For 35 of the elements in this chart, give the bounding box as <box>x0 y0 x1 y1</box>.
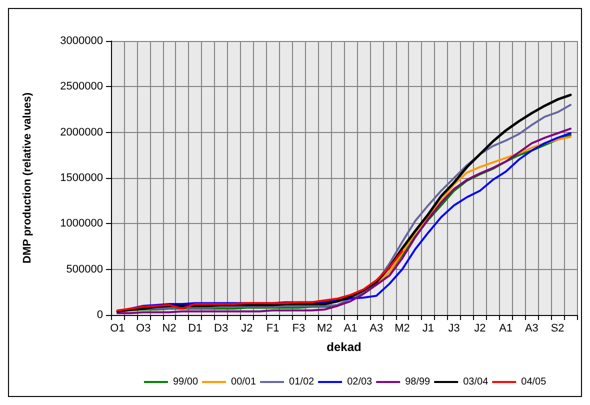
legend-label: 01/02 <box>289 376 315 388</box>
y-tick-label: 2000000 <box>60 126 103 138</box>
x-tick-label: A3 <box>524 322 538 334</box>
x-tick-label: D3 <box>214 322 228 334</box>
y-tick-label: 1000000 <box>60 218 103 230</box>
x-tick-label: J2 <box>474 322 486 334</box>
legend-label: 02/03 <box>347 376 373 388</box>
x-tick-label: M2 <box>394 322 410 334</box>
x-axis-title: dekad <box>326 340 362 354</box>
legend-label: 03/04 <box>463 376 489 388</box>
x-tick-label: A1 <box>499 322 513 334</box>
y-tick-label: 0 <box>96 309 103 321</box>
x-tick-label: M2 <box>316 322 332 334</box>
x-tick-label: J1 <box>422 322 434 334</box>
y-tick-label: 3000000 <box>60 35 103 47</box>
legend-label: 99/00 <box>173 376 198 388</box>
legend-label: 04/05 <box>521 376 547 388</box>
x-tick-label: A3 <box>370 322 384 334</box>
y-tick-label: 1500000 <box>60 172 103 184</box>
x-tick-label: F3 <box>292 322 306 334</box>
x-tick-label: D1 <box>188 322 202 334</box>
legend-label: 00/01 <box>231 376 256 388</box>
x-tick-label: J3 <box>448 322 460 334</box>
y-tick-label: 2500000 <box>60 80 103 93</box>
x-tick-label: J2 <box>241 322 253 334</box>
x-tick-label: N2 <box>162 322 176 334</box>
x-tick-label: O3 <box>136 322 151 334</box>
legend-label: 98/99 <box>405 376 431 388</box>
y-tick-label: 500000 <box>66 263 103 276</box>
x-tick-label: O1 <box>110 322 125 334</box>
line-series <box>116 250 404 312</box>
x-tick-label: S2 <box>550 322 564 334</box>
x-tick-label: A1 <box>344 322 358 334</box>
y-axis-title: DMP production (relative values) <box>22 92 34 264</box>
x-tick-label: F1 <box>266 322 280 334</box>
